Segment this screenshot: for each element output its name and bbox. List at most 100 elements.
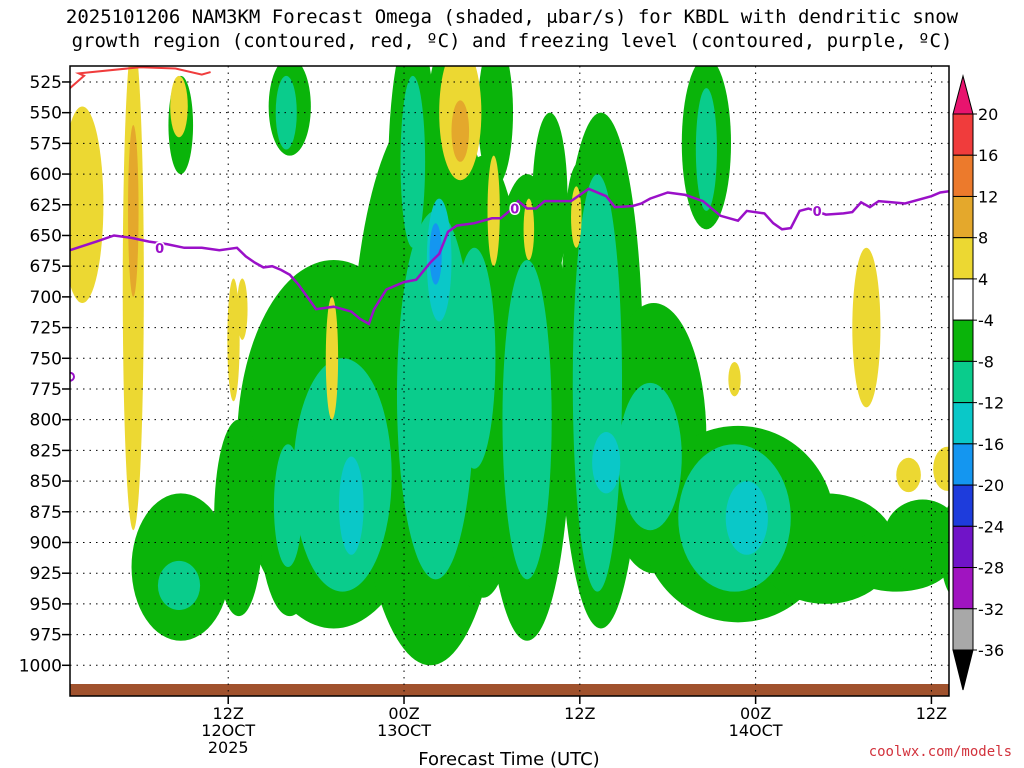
omega-region: [933, 446, 949, 491]
omega-region: [451, 100, 470, 162]
omega-region: [695, 88, 717, 211]
colorbar-top-arrow: [952, 74, 974, 115]
y-tick-label: 575: [30, 134, 62, 154]
omega-region: [592, 431, 621, 494]
freezing-level-label: 0: [155, 242, 164, 257]
y-tick-label: 925: [30, 564, 62, 584]
omega-region: [273, 444, 303, 568]
colorbar-label: -28: [978, 559, 1004, 578]
omega-region: [571, 186, 582, 248]
credit-text: coolwx.com/models: [868, 744, 1012, 760]
omega-region: [532, 112, 568, 285]
freezing-level-label: 0: [813, 205, 822, 220]
colorbar-swatch: [952, 567, 974, 610]
y-tick-label: 625: [30, 196, 62, 216]
x-tick-label: 12Z: [213, 704, 244, 723]
omega-region: [237, 278, 248, 340]
x-tick-label: 13OCT: [377, 721, 431, 740]
omega-region: [477, 66, 514, 187]
x-tick-label: 00Z: [388, 704, 419, 723]
omega-region: [128, 124, 139, 297]
omega-region: [157, 560, 201, 611]
colorbar-swatch: [952, 195, 974, 239]
colorbar-swatch: [952, 402, 974, 445]
y-tick-label: 900: [30, 533, 62, 553]
x-tick-label: 2025: [208, 738, 249, 757]
omega-region: [170, 75, 188, 138]
omega-region: [275, 75, 297, 150]
y-tick-label: 650: [30, 226, 62, 246]
y-tick-label: 975: [30, 626, 62, 646]
colorbar-swatch: [952, 525, 974, 569]
colorbar-label: 12: [978, 187, 998, 206]
y-tick-label: 550: [30, 104, 62, 124]
colorbar-swatch: [952, 154, 974, 197]
omega-region: [214, 419, 264, 617]
omega-region: [728, 361, 741, 397]
colorbar-swatch: [952, 278, 974, 321]
x-axis-label: Forecast Time (UTC): [418, 749, 599, 768]
omega-region: [396, 210, 475, 580]
y-tick-label: 750: [30, 349, 62, 369]
colorbar-label: -12: [978, 394, 1004, 413]
y-tick-label: 775: [30, 380, 62, 400]
omega-region: [400, 75, 426, 248]
omega-region: [896, 457, 921, 493]
terrain-strip: [70, 684, 949, 696]
y-tick-label: 850: [30, 472, 62, 492]
chart-title-line2: growth region (contoured, red, ºC) and f…: [71, 30, 953, 52]
omega-region: [122, 66, 144, 531]
colorbar-label: -20: [978, 476, 1004, 495]
y-tick-label: 525: [30, 73, 62, 93]
colorbar-swatch: [952, 443, 974, 486]
colorbar-swatch: [952, 319, 974, 362]
x-tick-label: 14OCT: [729, 721, 783, 740]
omega-region: [325, 296, 339, 420]
x-tick-label: 12Z: [564, 704, 595, 723]
colorbar-label: 20: [978, 105, 998, 124]
colorbar-label: 16: [978, 146, 998, 165]
y-tick-label: 600: [30, 165, 62, 185]
y-tick-label: 1000: [19, 656, 62, 676]
x-tick-label: 12Z: [916, 704, 947, 723]
omega-region: [487, 155, 500, 267]
colorbar-label: -4: [978, 311, 994, 330]
y-tick-label: 700: [30, 288, 62, 308]
plot-frame: [69, 65, 950, 697]
colorbar-bottom-arrow: [952, 649, 974, 691]
colorbar-swatch: [952, 484, 974, 527]
dgz-line: [70, 66, 211, 89]
colorbar-label: -16: [978, 435, 1004, 454]
omega-region: [70, 106, 104, 303]
omega-region: [523, 198, 535, 261]
y-tick-label: 725: [30, 319, 62, 339]
omega-region: [883, 499, 949, 574]
y-tick-label: 675: [30, 257, 62, 277]
omega-region: [852, 247, 881, 408]
x-tick-label: 12OCT: [201, 721, 255, 740]
freezing-level-label: 0: [510, 202, 519, 217]
omega-region: [429, 223, 442, 285]
colorbar: 20 16 12 8 4 -4 -8 -12 -16 -20 -24 -28 -32 -36: [952, 74, 1004, 691]
freezing-level-line: [70, 187, 949, 326]
colorbar-swatch: [952, 608, 974, 651]
omega-region: [618, 382, 682, 531]
colorbar-label: 8: [978, 229, 988, 248]
freezing-level-marker: [70, 371, 75, 382]
x-tick-label: 00Z: [740, 704, 771, 723]
omega-region: [338, 456, 364, 555]
colorbar-label: -36: [978, 641, 1004, 660]
omega-region: [502, 260, 552, 580]
y-tick-label: 875: [30, 503, 62, 523]
colorbar-label: 4: [978, 270, 988, 289]
colorbar-swatch: [952, 360, 974, 404]
colorbar-swatch: [952, 237, 974, 280]
y-tick-label: 950: [30, 595, 62, 615]
colorbar-label: -24: [978, 517, 1004, 536]
y-tick-label: 825: [30, 441, 62, 461]
chart-title-line1: 2025101206 NAM3KM Forecast Omega (shaded…: [65, 6, 959, 28]
omega-region: [940, 504, 949, 593]
colorbar-label: -32: [978, 600, 1004, 619]
